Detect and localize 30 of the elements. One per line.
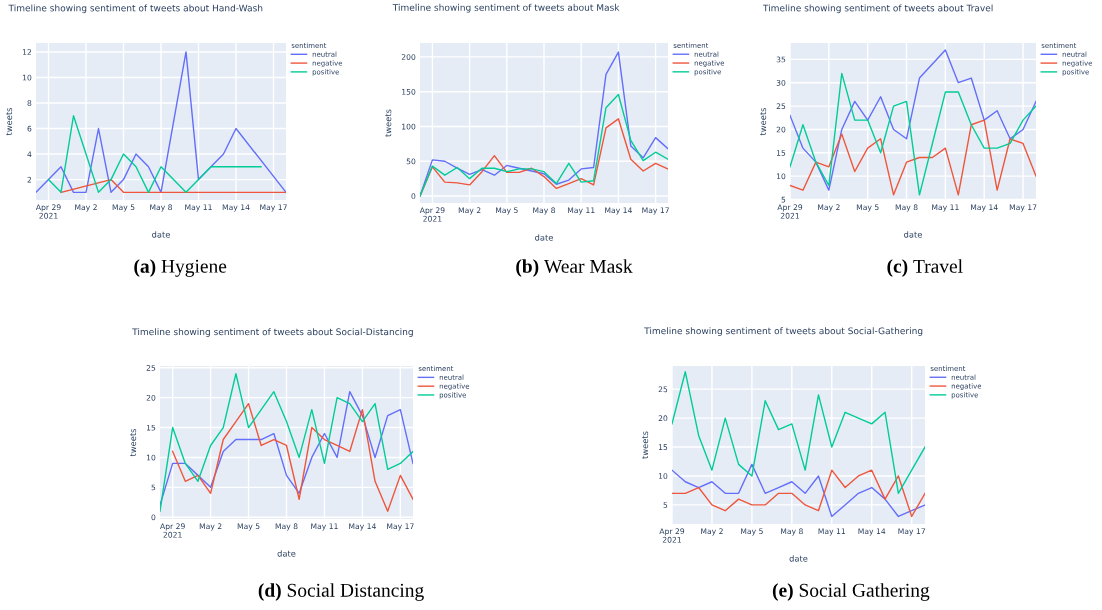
x-axis-title: date [789, 555, 808, 562]
line-series [420, 93, 668, 197]
chart-title: Timeline showing sentiment of tweets about Mask [392, 3, 620, 13]
line-series [160, 391, 413, 506]
x-axis-title: date [277, 550, 296, 557]
line-series [790, 49, 1036, 191]
chart-title: Timeline showing sentiment of tweets about Social-Gathering [644, 327, 923, 336]
text: (e) Social Gathering [772, 583, 930, 601]
line-series [790, 119, 1036, 196]
chart-title: Timeline showing sentiment of tweets about Social-Distancing [132, 328, 413, 337]
line-series [36, 51, 286, 194]
y-axis-title: tweets [642, 431, 649, 459]
chart-title: Timeline showing sentiment of tweets about Hand-Wash [8, 4, 263, 14]
text: (c) Travel [887, 259, 963, 277]
y-axis-title: tweets [6, 107, 13, 136]
text: (a) Hygiene [134, 259, 227, 277]
y-axis-title: tweets [130, 428, 137, 457]
text: (b) Wear Mask [516, 259, 633, 277]
line-series [171, 402, 413, 512]
line-series [47, 115, 262, 194]
line-series [160, 373, 413, 512]
line-series [790, 72, 1036, 196]
y-axis-title: tweets [760, 107, 767, 136]
y-axis-title: tweets [385, 109, 392, 137]
x-axis-title: date [904, 231, 922, 238]
text: (d) Social Distancing [258, 583, 424, 601]
x-axis-title: date [152, 231, 170, 238]
x-axis-title: date [535, 234, 553, 241]
chart-title: Timeline showing sentiment of tweets about Travel [762, 4, 993, 14]
line-series [672, 371, 925, 495]
